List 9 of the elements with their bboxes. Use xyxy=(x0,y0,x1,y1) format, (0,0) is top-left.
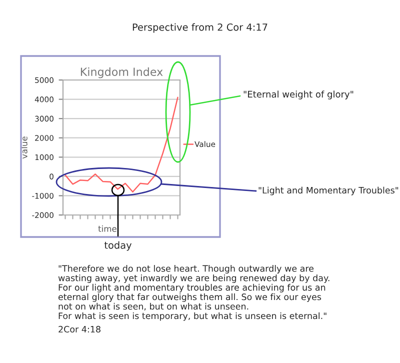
text: 2Cor 4:18 xyxy=(58,326,100,333)
text: "Therefore we do not lose heart. Though outwardly we are wasting away, yet inwardly we are being renewed day by day. For our light and momentary troubles are achieving for us an eternal glory that far outweighs them all. So we fix our eyes not on what is seen, but on what is unseen. For what is seen is temporary, but what is unseen is eternal." xyxy=(58,265,330,321)
text: today xyxy=(104,241,132,251)
text: "Light and Momentary Troubles" xyxy=(258,186,398,196)
chart-subtitle: Kingdom Index xyxy=(80,67,163,78)
y-axis-title: value xyxy=(20,136,28,159)
x-axis-title: time xyxy=(98,225,116,232)
text: Perspective from 2 Cor 4:17 xyxy=(132,23,268,33)
text: "Eternal weight of glory" xyxy=(244,90,354,100)
